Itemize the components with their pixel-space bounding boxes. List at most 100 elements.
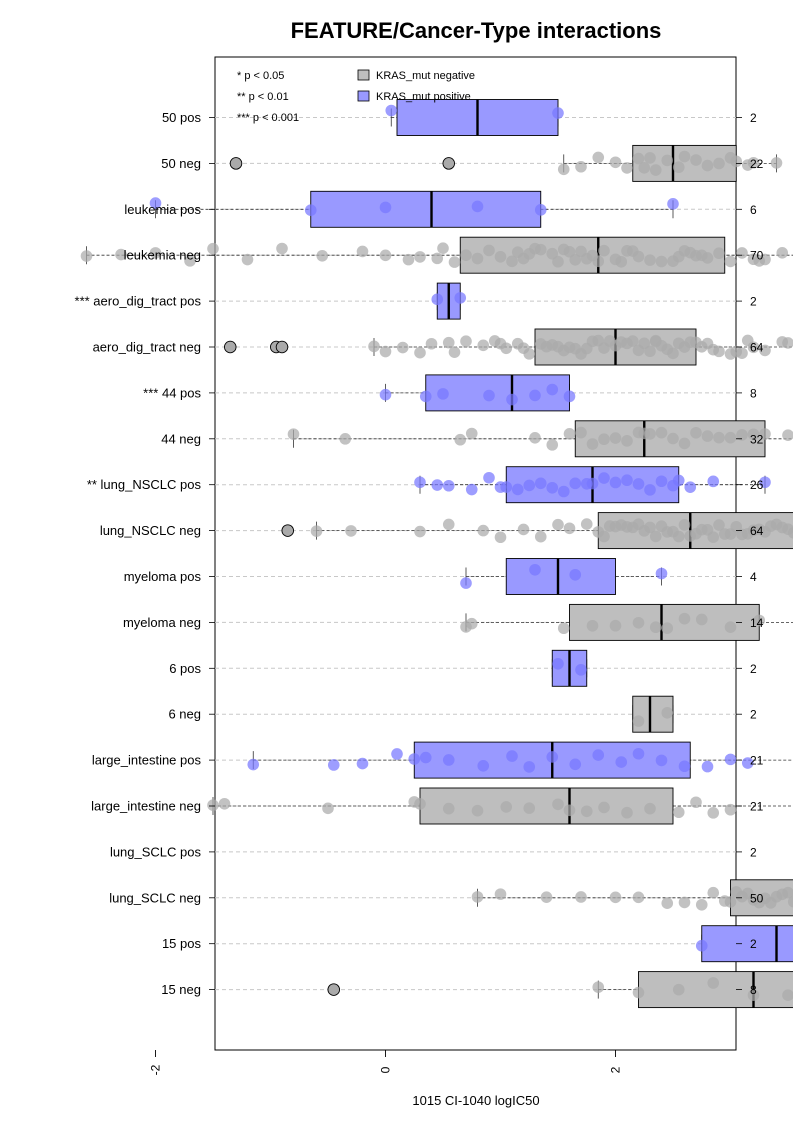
outlier-point [276,341,288,353]
data-point [81,250,93,262]
data-point [380,346,392,358]
data-point [656,520,668,532]
data-point [765,897,777,909]
data-point [564,428,576,440]
row-label: lung_SCLC pos [110,844,202,859]
data-point [696,899,708,911]
data-point [690,427,702,439]
data-point [472,891,484,903]
data-point [385,105,397,117]
data-point [575,891,587,903]
data-point [679,151,691,163]
data-point [569,758,581,770]
data-point [598,802,610,814]
data-point [443,754,455,766]
data-point [420,391,432,403]
data-point [518,342,530,354]
data-point [736,247,748,259]
data-point [598,531,610,543]
data-point [598,472,610,484]
data-point [644,484,656,496]
data-point [414,798,426,810]
data-point [460,249,472,261]
data-point [477,525,489,537]
data-point [679,438,691,450]
data-point [500,801,512,813]
count-label: 8 [750,983,757,997]
data-point [535,477,547,489]
row-label: 6 pos [169,661,201,676]
data-point [696,249,708,261]
data-point [610,477,622,489]
data-point [512,484,524,496]
data-point [713,247,725,259]
data-point [529,432,541,444]
data-point [569,478,581,490]
count-label: 2 [750,708,757,722]
row-label: large_intestine neg [91,799,201,814]
data-point [414,347,426,359]
data-point [644,522,656,534]
data-point [472,201,484,213]
data-point [621,162,633,174]
data-point [523,802,535,814]
box-positive [311,191,541,227]
data-point [276,243,288,255]
data-point [207,799,219,811]
data-point [730,346,742,358]
data-point [696,341,708,353]
row-label: 44 neg [161,431,201,446]
data-point [633,715,645,727]
data-point [380,250,392,262]
data-point [558,486,570,498]
data-point [437,242,449,254]
data-point [454,292,466,304]
data-point [431,253,443,265]
data-point [592,981,604,993]
data-point [466,428,478,440]
data-point [443,803,455,815]
data-point [707,531,719,543]
data-point [782,429,793,441]
data-point [673,475,685,487]
data-point [219,798,231,810]
data-point [523,480,535,492]
data-point [690,154,702,166]
box-layer [87,100,793,1008]
data-point [535,244,547,256]
legend-swatch [358,70,369,80]
count-label: 6 [750,203,757,217]
row-label: lung_NSCLC neg [100,523,201,538]
data-point [495,888,507,900]
legend-label: KRAS_mut negative [376,70,475,82]
data-point [707,476,719,488]
data-point [587,478,599,490]
data-point [397,342,409,354]
box-positive [702,926,793,962]
box-negative [639,972,793,1008]
data-point [552,798,564,810]
data-point [644,254,656,266]
data-point [552,256,564,268]
data-point [707,344,719,356]
data-point [529,390,541,402]
data-point [610,620,622,632]
data-point [725,432,737,444]
legend-label: KRAS_mut positive [376,91,471,103]
outlier-point [328,984,340,996]
data-point [667,348,679,360]
data-point [506,394,518,406]
data-point [730,156,742,168]
data-point [615,756,627,768]
data-point [575,427,587,439]
row-label: leukemia pos [124,202,201,217]
row-label: 15 neg [161,982,201,997]
data-point [449,346,461,358]
data-point [483,390,495,402]
count-label: 4 [750,570,757,584]
data-point [523,248,535,260]
data-point [564,522,576,534]
outlier-point [224,341,236,353]
data-point [702,761,714,773]
count-label: 8 [750,386,757,400]
